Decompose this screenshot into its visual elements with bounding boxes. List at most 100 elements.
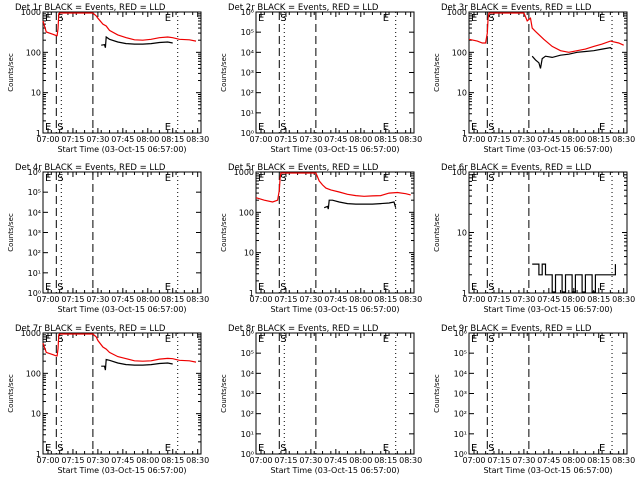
y-tick-label: 1000	[234, 168, 254, 177]
end-marker-label: E	[383, 13, 389, 24]
x-tick-label: 07:45	[324, 295, 347, 304]
panel-title: Det 9r BLACK = Events, RED = LLD	[441, 324, 592, 334]
x-tick-label: 07:45	[537, 295, 560, 304]
x-tick-label: 07:30	[512, 456, 535, 465]
start-marker-label: S	[280, 443, 286, 454]
x-tick-label: 08:30	[399, 295, 422, 304]
panel-title: Det 6r BLACK = Events, RED = LLD	[441, 163, 592, 173]
x-tick-label: 07:15	[61, 135, 84, 144]
x-tick-label: 07:00	[249, 295, 272, 304]
end-marker-label: E	[471, 334, 477, 345]
events-series-line	[101, 35, 173, 48]
y-tick-label: 10⁵	[241, 28, 254, 37]
events-series-line	[531, 47, 613, 69]
panel-title: Det 2r BLACK = Events, RED = LLD	[228, 3, 379, 13]
start-marker-label: S	[280, 122, 286, 133]
end-marker-label: E	[599, 13, 605, 24]
end-marker-label: E	[45, 282, 51, 293]
end-marker-label: E	[599, 122, 605, 133]
panel-title: Det 3r BLACK = Events, RED = LLD	[441, 3, 592, 13]
end-marker-label: E	[258, 334, 264, 345]
end-marker-label: E	[599, 282, 605, 293]
y-tick-label: 10³	[28, 229, 41, 238]
start-marker-label: S	[280, 334, 286, 345]
panel-title: Det 7r BLACK = Events, RED = LLD	[15, 324, 166, 334]
x-tick-label: 08:30	[612, 135, 635, 144]
y-tick-label: 10⁴	[28, 208, 41, 217]
x-tick-label: 08:00	[136, 295, 159, 304]
y-tick-label: 10⁶	[454, 329, 467, 338]
x-tick-label: 07:15	[274, 456, 297, 465]
y-tick-label: 100	[452, 48, 467, 57]
end-marker-label: E	[258, 13, 264, 24]
end-marker-label: E	[165, 282, 171, 293]
x-axis-label: Start Time (03-Oct-15 06:57:00)	[483, 145, 612, 154]
start-marker-label: S	[280, 13, 286, 24]
y-tick-label: 10²	[454, 410, 467, 419]
detector-panel: Det 3r BLACK = Events, RED = LLD 1 10 100 10…	[433, 3, 635, 154]
y-tick-label: 1	[249, 289, 254, 298]
start-marker-label: S	[57, 13, 63, 24]
x-tick-label: 08:15	[161, 456, 184, 465]
detector-panel: Det 4r BLACK = Events, RED = LLD 10⁰ 10¹ 10…	[7, 163, 209, 314]
end-marker-label: E	[471, 443, 477, 454]
y-axis-label: Counts/sec	[220, 53, 228, 92]
x-tick-label: 07:30	[299, 135, 322, 144]
end-marker-label: E	[258, 443, 264, 454]
x-tick-label: 07:00	[36, 135, 59, 144]
end-marker-label: E	[45, 173, 51, 184]
end-marker-label: E	[599, 334, 605, 345]
x-tick-label: 07:30	[299, 295, 322, 304]
x-tick-label: 08:30	[186, 295, 209, 304]
y-tick-label: 10⁰	[241, 129, 254, 138]
end-marker-label: E	[45, 122, 51, 133]
plot-frame	[468, 11, 628, 134]
end-marker-label: E	[471, 173, 477, 184]
x-tick-label: 07:00	[249, 456, 272, 465]
x-tick-label: 08:30	[612, 295, 635, 304]
y-tick-label: 1000	[447, 8, 467, 17]
end-marker-label: E	[45, 334, 51, 345]
x-tick-label: 07:30	[86, 456, 109, 465]
y-tick-label: 10	[457, 229, 467, 238]
lld-series-line	[255, 172, 411, 203]
end-marker-label: E	[45, 13, 51, 24]
x-tick-label: 07:30	[299, 456, 322, 465]
x-tick-label: 07:00	[36, 295, 59, 304]
x-tick-label: 07:00	[462, 295, 485, 304]
x-tick-label: 07:30	[512, 135, 535, 144]
start-marker-label: S	[280, 173, 286, 184]
x-tick-label: 07:45	[537, 456, 560, 465]
end-marker-label: E	[383, 173, 389, 184]
x-tick-label: 08:30	[399, 135, 422, 144]
y-tick-label: 10¹	[28, 269, 41, 278]
plot-frame	[42, 332, 202, 455]
end-marker-label: E	[383, 334, 389, 345]
y-tick-label: 100	[239, 208, 254, 217]
x-tick-label: 07:45	[537, 135, 560, 144]
start-marker-label: S	[488, 173, 494, 184]
x-tick-label: 07:00	[249, 135, 272, 144]
panel-title: Det 1r BLACK = Events, RED = LLD	[15, 3, 166, 13]
lld-series-line	[468, 12, 624, 53]
x-tick-label: 07:15	[487, 456, 510, 465]
end-marker-label: E	[165, 443, 171, 454]
y-axis-label: Counts/sec	[433, 213, 441, 252]
x-tick-label: 07:45	[111, 456, 134, 465]
panel-title: Det 5r BLACK = Events, RED = LLD	[228, 163, 379, 173]
x-tick-label: 07:15	[61, 456, 84, 465]
y-tick-label: 1	[36, 129, 41, 138]
detector-panel: Det 2r BLACK = Events, RED = LLD 10⁰ 10¹ 10…	[220, 3, 422, 154]
x-tick-label: 08:15	[587, 135, 610, 144]
end-marker-label: E	[383, 122, 389, 133]
x-tick-label: 07:30	[512, 295, 535, 304]
x-tick-label: 08:00	[136, 135, 159, 144]
y-axis-label: Counts/sec	[220, 213, 228, 252]
y-tick-label: 10⁴	[454, 369, 467, 378]
end-marker-label: E	[258, 173, 264, 184]
x-tick-label: 07:15	[274, 295, 297, 304]
start-marker-label: S	[488, 334, 494, 345]
x-tick-label: 07:00	[462, 135, 485, 144]
x-tick-label: 07:45	[324, 456, 347, 465]
